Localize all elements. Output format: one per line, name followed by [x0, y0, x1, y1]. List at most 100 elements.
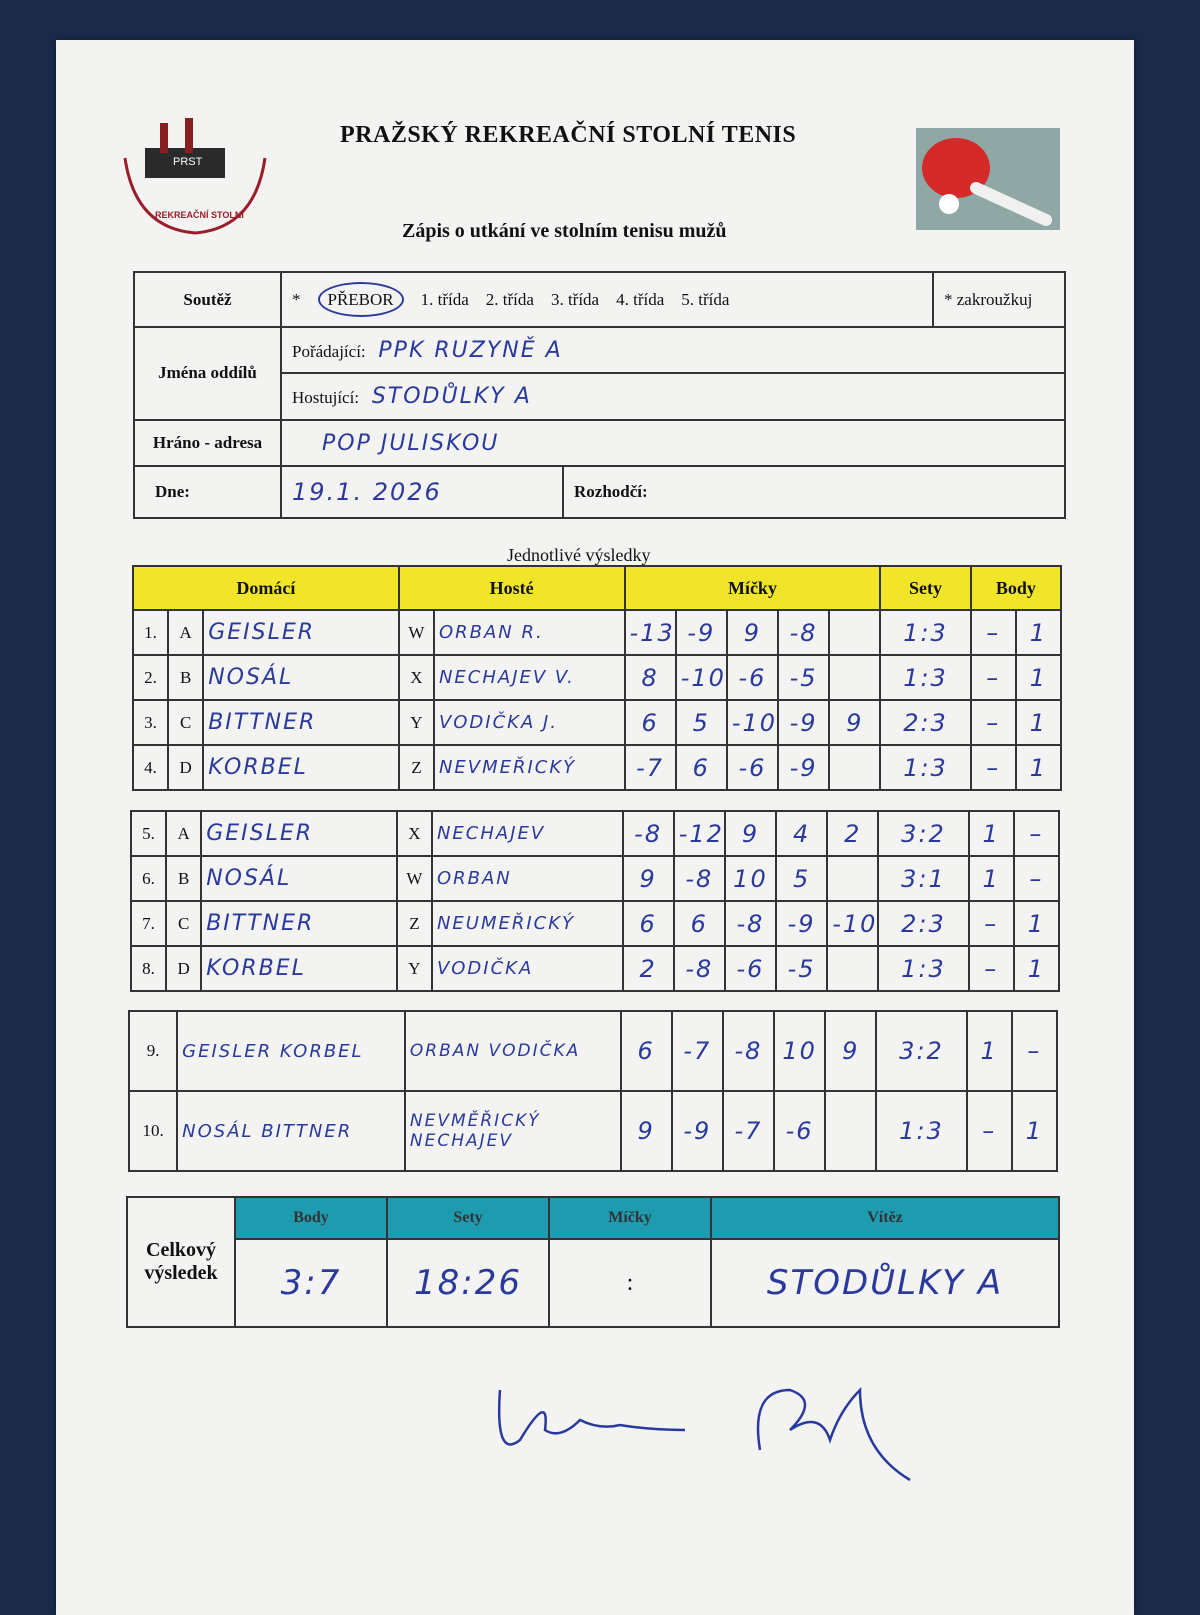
points[interactable]: 1: [967, 855, 1015, 902]
ball-score[interactable]: 6: [672, 900, 726, 947]
ball-score[interactable]: [824, 1090, 878, 1172]
ball-score[interactable]: -10: [725, 699, 780, 746]
class-4[interactable]: 4. třída: [616, 289, 665, 309]
ball-score[interactable]: 9: [621, 855, 675, 902]
home-player[interactable]: NOSÁL: [200, 855, 398, 902]
sets-score[interactable]: 2:3: [879, 699, 972, 746]
points[interactable]: –: [1012, 810, 1061, 857]
sets-score[interactable]: 1:3: [875, 1090, 968, 1172]
guest-player[interactable]: NECHAJEV V.: [432, 654, 626, 701]
ball-score[interactable]: 4: [775, 810, 829, 857]
ball-score[interactable]: -6: [773, 1090, 827, 1172]
points[interactable]: 1: [1012, 900, 1061, 947]
sets-score[interactable]: 3:2: [875, 1010, 968, 1092]
guest-player[interactable]: NEUMEŘICKÝ: [430, 900, 624, 947]
ball-score[interactable]: -8: [672, 945, 726, 992]
home-player[interactable]: BITTNER: [202, 699, 400, 746]
ball-score[interactable]: -7: [623, 744, 677, 791]
ball-score[interactable]: -9: [775, 900, 829, 947]
dne-value[interactable]: 19.1. 2026: [280, 465, 564, 519]
ball-score[interactable]: -5: [775, 945, 829, 992]
home-player[interactable]: NOSÁL BITTNER: [176, 1090, 406, 1172]
home-player[interactable]: KORBEL: [202, 744, 400, 791]
points[interactable]: 1: [1010, 1090, 1059, 1172]
points[interactable]: 1: [965, 1010, 1013, 1092]
ball-score[interactable]: 9: [619, 1090, 673, 1172]
ball-score[interactable]: -13: [623, 609, 677, 656]
home-player[interactable]: KORBEL: [200, 945, 398, 992]
ball-score[interactable]: -5: [776, 654, 831, 701]
poradajici-value[interactable]: PPK RUZYNĚ A: [378, 337, 563, 363]
ball-score[interactable]: -12: [672, 810, 726, 857]
ball-score[interactable]: 2: [826, 810, 880, 857]
class-5[interactable]: 5. třída: [681, 289, 730, 309]
ball-score[interactable]: [828, 609, 882, 656]
points[interactable]: –: [969, 654, 1017, 701]
ball-score[interactable]: 9: [824, 1010, 878, 1092]
ball-score[interactable]: 2: [621, 945, 675, 992]
points[interactable]: –: [969, 744, 1017, 791]
ball-score[interactable]: 6: [623, 699, 677, 746]
ball-score[interactable]: [828, 744, 882, 791]
points[interactable]: 1: [1014, 744, 1063, 791]
sets-score[interactable]: 1:3: [879, 654, 972, 701]
sets-score[interactable]: 3:1: [877, 855, 970, 902]
guest-player[interactable]: ORBAN R.: [432, 609, 626, 656]
ball-score[interactable]: 10: [773, 1010, 827, 1092]
ball-score[interactable]: -8: [621, 810, 675, 857]
ball-score[interactable]: 9: [723, 810, 778, 857]
ball-score[interactable]: 6: [674, 744, 728, 791]
points[interactable]: –: [965, 1090, 1013, 1172]
home-player[interactable]: GEISLER: [200, 810, 398, 857]
ball-score[interactable]: -9: [776, 699, 831, 746]
sets-score[interactable]: 1:3: [877, 945, 970, 992]
points[interactable]: –: [1010, 1010, 1059, 1092]
ball-score[interactable]: -6: [725, 654, 780, 701]
ball-score[interactable]: -8: [721, 1010, 776, 1092]
ball-score[interactable]: 9: [828, 699, 882, 746]
ball-score[interactable]: [826, 855, 880, 902]
total-micky[interactable]: :: [548, 1238, 712, 1328]
class-3[interactable]: 3. třída: [550, 289, 600, 309]
points[interactable]: 1: [1012, 945, 1061, 992]
points[interactable]: –: [967, 945, 1015, 992]
ball-score[interactable]: -10: [826, 900, 880, 947]
home-player[interactable]: GEISLER: [202, 609, 400, 656]
ball-score[interactable]: -8: [776, 609, 831, 656]
ball-score[interactable]: -9: [674, 609, 728, 656]
adresa-value[interactable]: POP JULISKOU: [280, 418, 1066, 468]
sets-score[interactable]: 1:3: [879, 609, 972, 656]
points[interactable]: –: [969, 609, 1017, 656]
ball-score[interactable]: 9: [725, 609, 780, 656]
sets-score[interactable]: 3:2: [877, 810, 970, 857]
total-sety[interactable]: 18:26: [386, 1238, 550, 1328]
ball-score[interactable]: -10: [674, 654, 728, 701]
class-2[interactable]: 2. třída: [485, 289, 534, 309]
ball-score[interactable]: [826, 945, 880, 992]
ball-score[interactable]: [828, 654, 882, 701]
points[interactable]: 1: [1014, 699, 1063, 746]
total-vitez[interactable]: STODŮLKY A: [710, 1238, 1060, 1328]
guest-player[interactable]: ORBAN: [430, 855, 624, 902]
home-player[interactable]: BITTNER: [200, 900, 398, 947]
total-body[interactable]: 3:7: [234, 1238, 388, 1328]
home-player[interactable]: GEISLER KORBEL: [176, 1010, 406, 1092]
points[interactable]: 1: [1014, 654, 1063, 701]
points[interactable]: 1: [1014, 609, 1063, 656]
hostujici-value[interactable]: STODŮLKY A: [371, 384, 532, 410]
ball-score[interactable]: -9: [670, 1090, 724, 1172]
class-1[interactable]: 1. třída: [420, 289, 469, 309]
ball-score[interactable]: -6: [723, 945, 778, 992]
ball-score[interactable]: 5: [775, 855, 829, 902]
points[interactable]: –: [1012, 855, 1061, 902]
guest-player[interactable]: NEVMĚŘICKÝ NECHAJEV: [403, 1090, 622, 1172]
guest-player[interactable]: NEVMEŘICKÝ: [432, 744, 626, 791]
points[interactable]: –: [967, 900, 1015, 947]
guest-player[interactable]: VODIČKA: [430, 945, 624, 992]
guest-player[interactable]: VODIČKA J.: [432, 699, 626, 746]
guest-player[interactable]: NECHAJEV: [430, 810, 624, 857]
ball-score[interactable]: -6: [725, 744, 780, 791]
ball-score[interactable]: 5: [674, 699, 728, 746]
sets-score[interactable]: 1:3: [879, 744, 972, 791]
points[interactable]: 1: [967, 810, 1015, 857]
